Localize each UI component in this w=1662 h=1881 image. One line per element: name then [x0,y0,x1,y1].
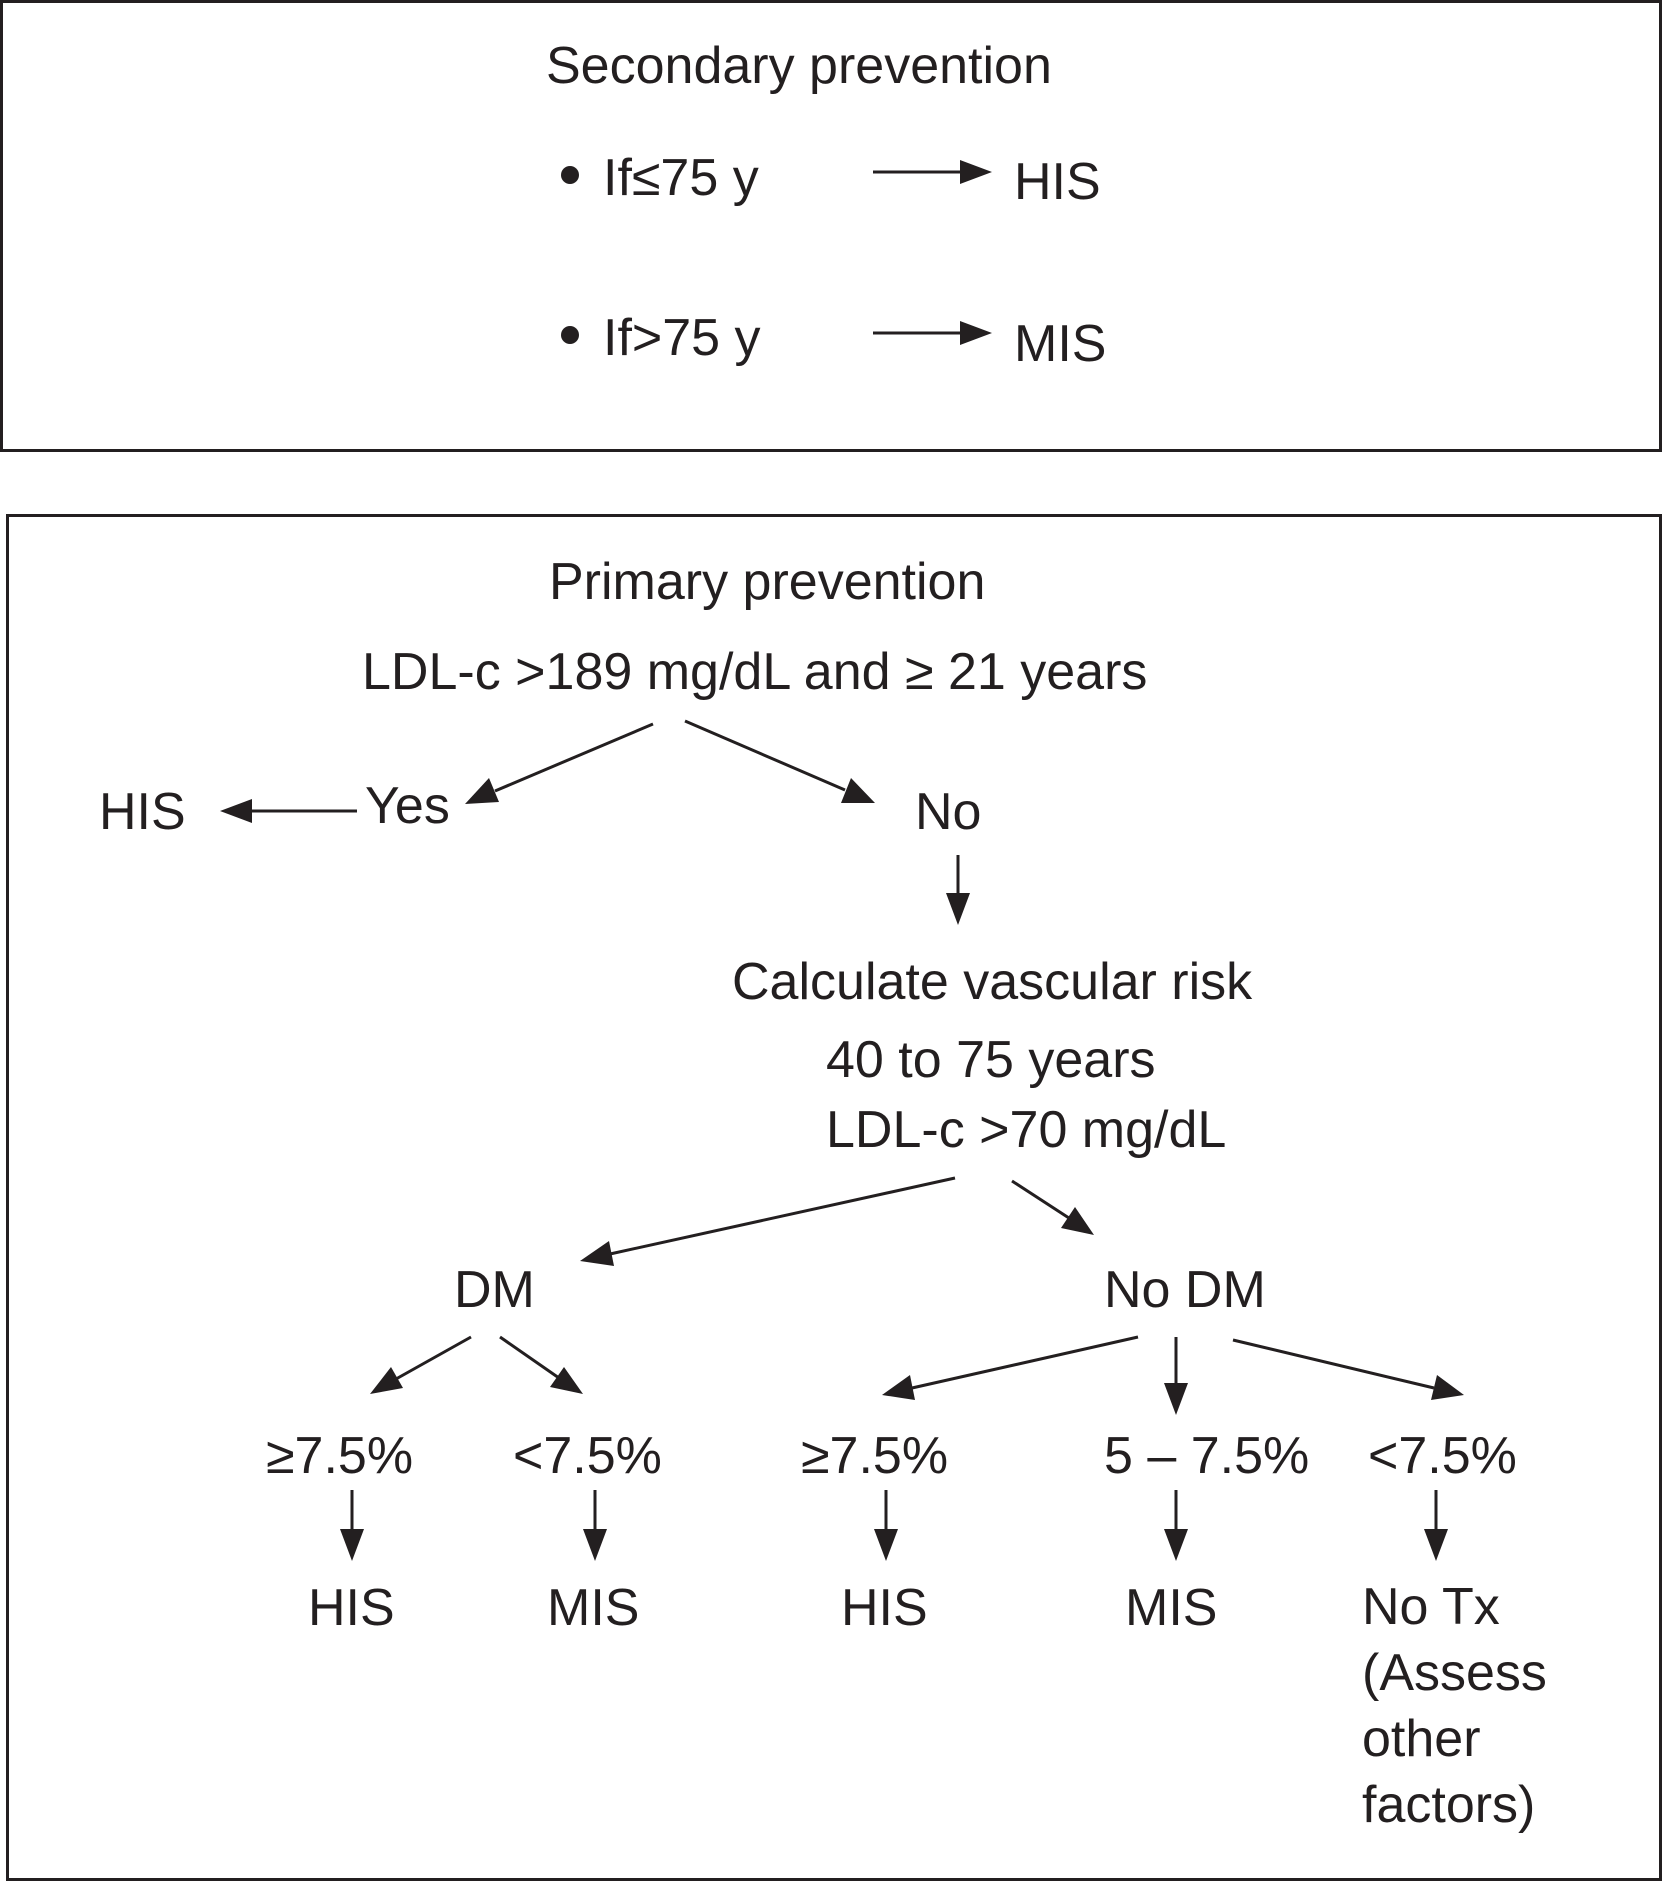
arrowhead-icon [583,1529,607,1561]
arrowhead-icon [946,893,970,925]
age-range-label: 40 to 75 years [826,1031,1156,1089]
nodm-risk-mid: 5 – 7.5% [1104,1427,1310,1485]
arrowhead-icon [960,321,992,345]
secondary-condition-under75: If≤75 y [603,149,759,207]
ldl-criterion: LDL-c >189 mg/dL and ≥ 21 years [362,643,1148,701]
arrow-nodm-to-high [911,1335,1139,1390]
arrowhead-icon [882,1375,915,1400]
secondary-prevention-box [0,0,1662,452]
secondary-condition-over75: If>75 y [603,309,761,367]
dm-result-his: HIS [308,1579,395,1637]
arrowhead-icon [580,1241,614,1266]
bullet-icon [561,326,579,344]
arrowhead-icon [841,778,875,803]
arrowhead-icon [465,778,499,804]
yes-result-his: HIS [99,783,186,841]
nodm-result-his: HIS [841,1579,928,1637]
primary-prevention-box [6,514,1662,1881]
arrow-calculate-to-nodm [1011,1179,1073,1222]
dm-risk-low: <7.5% [513,1427,662,1485]
nodm-risk-high: ≥7.5% [801,1427,949,1485]
calculate-risk-label: Calculate vascular risk [732,953,1253,1011]
arrowhead-icon [1164,1529,1188,1561]
arrow-nodm-to-low [1232,1338,1435,1390]
primary-title: Primary prevention [549,553,986,611]
ldl-threshold-label: LDL-c >70 mg/dL [826,1101,1227,1159]
arrowhead-icon [1431,1375,1464,1400]
nodm-result-mis: MIS [1125,1579,1218,1637]
dm-risk-high: ≥7.5% [266,1427,414,1485]
arrow-criterion-to-yes [494,722,654,793]
yes-label: Yes [365,777,450,835]
arrowhead-icon [874,1529,898,1561]
arrowhead-icon [1424,1529,1448,1561]
arrowhead-icon [1164,1383,1188,1415]
arrowhead-icon [340,1529,364,1561]
arrowhead-icon [370,1367,403,1394]
no-label: No [915,783,982,841]
secondary-title: Secondary prevention [546,37,1052,95]
nodm-label: No DM [1104,1261,1266,1319]
bullet-icon [561,166,579,184]
arrow-dm-to-low [499,1335,560,1380]
dm-result-mis: MIS [547,1579,640,1637]
arrow-dm-to-high [395,1335,472,1381]
secondary-result-his: HIS [1014,153,1101,211]
nodm-result-notx: No Tx (Assess other factors) [1362,1578,1547,1834]
secondary-result-mis: MIS [1014,315,1107,373]
arrowhead-icon [550,1367,583,1394]
arrowhead-icon [960,160,992,184]
arrowhead-icon [220,799,252,823]
arrow-calculate-to-dm [609,1176,956,1256]
arrowhead-icon [1061,1207,1094,1235]
nodm-risk-low: <7.5% [1368,1427,1517,1485]
dm-label: DM [454,1261,535,1319]
arrow-criterion-to-no [684,719,846,792]
